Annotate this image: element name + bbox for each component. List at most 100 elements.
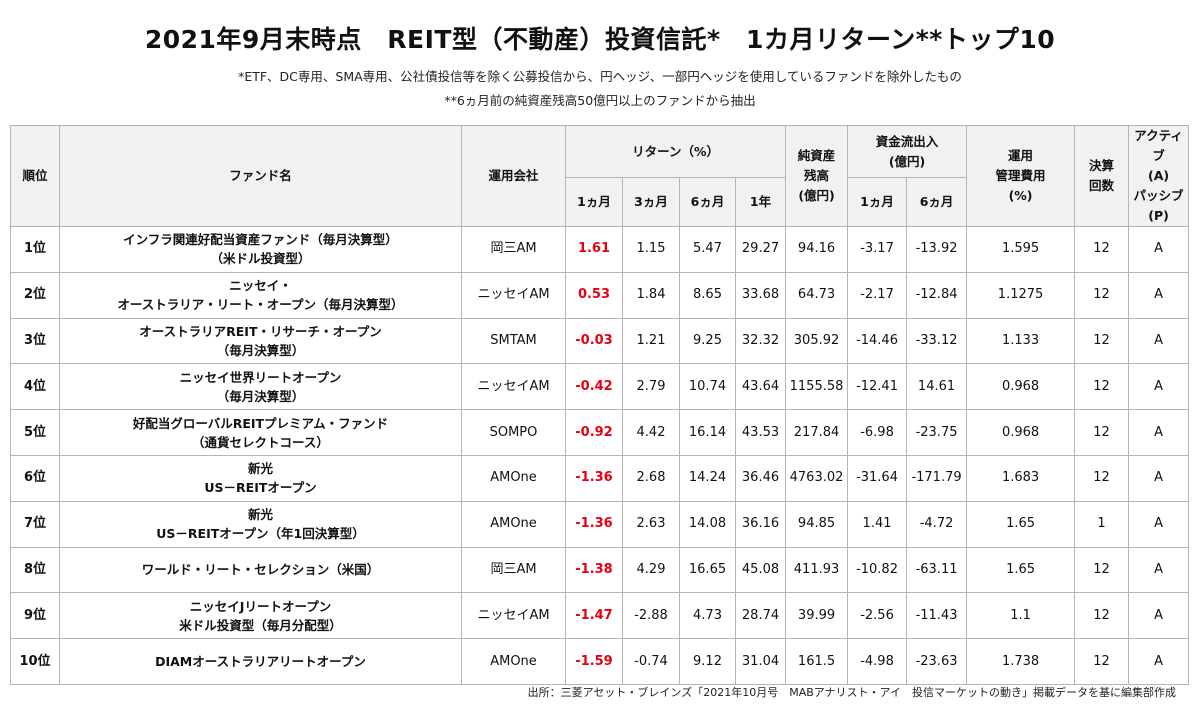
- rank-cell: 1位: [10, 226, 60, 273]
- fee-cell: 1.65: [966, 546, 1076, 594]
- return-1m-cell: 1.61: [565, 226, 623, 273]
- flow-6m-cell: 14.61: [906, 363, 968, 411]
- nav-cell: 94.16: [785, 226, 849, 273]
- return-1m-cell: -1.36: [565, 500, 623, 548]
- company-cell: ニッセイAM: [461, 271, 566, 319]
- return-3m-cell: 2.63: [622, 500, 680, 548]
- header-return-1y: 1年: [734, 177, 787, 227]
- return-6m-cell: 14.24: [679, 454, 736, 502]
- flow-1m-cell: -6.98: [847, 409, 908, 456]
- return-3m-cell: 4.29: [622, 546, 680, 594]
- return-1y-cell: 43.64: [734, 363, 787, 411]
- table-row: 2位 ニッセイ・ オーストラリア・リート・オープン（毎月決算型） ニッセイAM 0.53…: [10, 271, 1190, 319]
- flow-1m-cell: -14.46: [847, 317, 908, 365]
- company-cell: ニッセイAM: [461, 592, 566, 640]
- return-6m-cell: 10.74: [679, 363, 736, 411]
- flow-6m-cell: -11.43: [906, 592, 968, 640]
- settlement-cell: 12: [1074, 638, 1130, 685]
- settlement-cell: 1: [1074, 500, 1130, 548]
- fund-name-cell: 新光 US－REITオープン（年1回決算型）: [59, 500, 462, 548]
- settlement-cell: 12: [1074, 271, 1130, 319]
- return-3m-cell: 1.15: [622, 226, 680, 273]
- return-6m-cell: 4.73: [679, 592, 736, 640]
- header-return-group: リターン（%）: [564, 124, 787, 179]
- return-1m-cell: -1.36: [565, 454, 623, 502]
- flow-6m-cell: -23.63: [906, 638, 968, 685]
- active-passive-cell: A: [1128, 592, 1190, 640]
- fee-cell: 1.1275: [966, 271, 1076, 319]
- fund-name-line: 新光: [247, 507, 273, 523]
- return-1m-cell: -0.92: [565, 409, 623, 456]
- fee-cell: 1.1: [966, 592, 1076, 640]
- header-return-3m: 3ヵ月: [622, 177, 680, 227]
- header-settlement: 決算 回数: [1074, 125, 1130, 227]
- table-row: 6位 新光 US－REITオープン AMOne -1.36 2.68 14.24 36.46 4…: [10, 454, 1190, 502]
- fee-cell: 1.595: [966, 226, 1076, 273]
- fund-name-line: ワールド・リート・セレクション（米国）: [141, 562, 380, 578]
- fee-cell: 1.133: [966, 317, 1076, 365]
- return-1y-cell: 32.32: [734, 317, 787, 365]
- fund-name-line: US－REITオープン（年1回決算型）: [156, 526, 365, 542]
- flow-6m-cell: -63.11: [906, 546, 968, 594]
- fee-cell: 1.683: [966, 454, 1076, 502]
- flow-6m-cell: -171.79: [906, 454, 968, 502]
- return-6m-cell: 16.14: [679, 409, 736, 456]
- settlement-cell: 12: [1074, 454, 1130, 502]
- return-6m-cell: 9.12: [679, 638, 736, 685]
- header-flow-group: 資金流出入 (億円): [847, 124, 968, 179]
- table-row: 7位 新光 US－REITオープン（年1回決算型） AMOne -1.36 2.63 14.…: [10, 500, 1190, 548]
- return-6m-cell: 8.65: [679, 271, 736, 319]
- return-6m-cell: 14.08: [679, 500, 736, 548]
- rank-cell: 6位: [10, 454, 60, 502]
- header-company: 運用会社: [461, 125, 566, 227]
- return-3m-cell: 2.68: [622, 454, 680, 502]
- flow-6m-cell: -33.12: [906, 317, 968, 365]
- active-passive-cell: A: [1128, 409, 1190, 456]
- settlement-cell: 12: [1074, 226, 1130, 273]
- fund-name-line: （米ドル投資型）: [210, 251, 311, 267]
- fund-name-line: 好配当グローバルREITプレミアム・ファンド: [132, 415, 389, 431]
- return-3m-cell: 1.21: [622, 317, 680, 365]
- fund-name-line: DIAMオーストラリアリートオープン: [155, 654, 366, 670]
- return-1y-cell: 45.08: [734, 546, 787, 594]
- table-row: 8位 ワールド・リート・セレクション（米国） 岡三AM -1.38 4.29 16.65 4…: [10, 546, 1190, 594]
- active-passive-cell: A: [1128, 363, 1190, 411]
- fee-cell: 0.968: [966, 409, 1076, 456]
- company-cell: 岡三AM: [461, 226, 566, 273]
- fund-name-cell: ニッセイ世界リートオープン （毎月決算型）: [59, 363, 462, 411]
- nav-cell: 411.93: [785, 546, 849, 594]
- table-row: 4位 ニッセイ世界リートオープン （毎月決算型） ニッセイAM -0.42 2.79 10.…: [10, 363, 1190, 411]
- fund-name-line: 新光: [247, 461, 273, 477]
- return-3m-cell: 4.42: [622, 409, 680, 456]
- rank-cell: 8位: [10, 546, 60, 594]
- return-1y-cell: 36.46: [734, 454, 787, 502]
- fund-name-cell: 新光 US－REITオープン: [59, 454, 462, 502]
- flow-6m-cell: -4.72: [906, 500, 968, 548]
- rank-cell: 5位: [10, 409, 60, 456]
- rank-cell: 10位: [10, 638, 60, 685]
- return-6m-cell: 16.65: [679, 546, 736, 594]
- table-row: 1位 インフラ関連好配当資産ファンド（毎月決算型） （米ドル投資型） 岡三AM 1.61…: [10, 226, 1190, 273]
- return-3m-cell: -2.88: [622, 592, 680, 640]
- header-return-1m: 1ヵ月: [565, 177, 623, 227]
- return-1m-cell: -0.42: [565, 363, 623, 411]
- flow-6m-cell: -13.92: [906, 226, 968, 273]
- flow-1m-cell: -10.82: [847, 546, 908, 594]
- fee-cell: 1.65: [966, 500, 1076, 548]
- header-flow-6m: 6ヵ月: [906, 177, 968, 227]
- fund-name-line: （毎月決算型）: [216, 388, 305, 404]
- return-6m-cell: 9.25: [679, 317, 736, 365]
- flow-1m-cell: -2.17: [847, 271, 908, 319]
- return-1m-cell: -0.03: [565, 317, 623, 365]
- fund-name-line: オーストラリア・リート・オープン（毎月決算型）: [117, 297, 404, 313]
- flow-1m-cell: -3.17: [847, 226, 908, 273]
- return-1y-cell: 31.04: [734, 638, 787, 685]
- fund-name-line: US－REITオープン: [204, 480, 317, 496]
- table-row: 3位 オーストラリアREIT・リサーチ・オープン （毎月決算型） SMTAM -0.03…: [10, 317, 1190, 365]
- active-passive-cell: A: [1128, 500, 1190, 548]
- fund-name-cell: 好配当グローバルREITプレミアム・ファンド （通貨セレクトコース）: [59, 409, 462, 456]
- fund-name-cell: DIAMオーストラリアリートオープン: [59, 638, 462, 685]
- table-row: 9位 ニッセイJリートオープン 米ドル投資型（毎月分配型） ニッセイAM -1.47 -2…: [10, 592, 1190, 640]
- footnote-2: **6ヵ月前の純資産残高50億円以上のファンドから抽出: [444, 93, 756, 108]
- fund-name-line: ニッセイ世界リートオープン: [179, 369, 342, 385]
